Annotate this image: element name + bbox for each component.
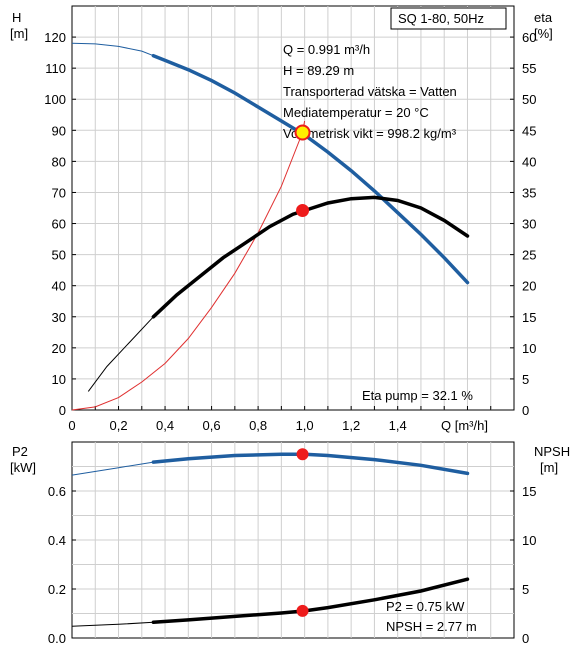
efficiency-point-marker: [296, 203, 310, 217]
p2-curve-thin: [71, 461, 154, 476]
npsh-tick-label: 0: [522, 631, 529, 646]
p2-axis-label: P2: [12, 444, 28, 459]
info-line: Transporterad vätska = Vatten: [283, 84, 457, 99]
npsh-tick-label: 15: [522, 484, 536, 499]
h-tick-label: 30: [52, 310, 66, 325]
h-tick-label: 90: [52, 123, 66, 138]
efficiency-curve-thin: [87, 316, 154, 392]
pump-label-box: [390, 7, 507, 30]
h-tick-label: 70: [52, 185, 66, 200]
h-tick-label: 110: [45, 61, 66, 76]
system-curve: [71, 120, 306, 411]
eta-tick-label: 60: [522, 30, 536, 45]
bottom-tick-labels: 0.0 0.2 0.4 0.6 0 5 10 15: [48, 484, 537, 646]
x-tick-label: 0,4: [156, 418, 174, 433]
p2-value-label: P2 = 0.75 kW: [386, 599, 465, 614]
eta-tick-label: 25: [522, 248, 536, 263]
h-tick-label: 20: [52, 341, 66, 356]
x-tick-label: 1,4: [389, 418, 407, 433]
npsh-value-label: NPSH = 2.77 m: [386, 619, 477, 634]
x-axis-label: Q [m³/h]: [441, 418, 488, 433]
eta-tick-label: 30: [522, 217, 536, 232]
p2-tick-label: 0.6: [48, 484, 66, 499]
eta-tick-label: 5: [522, 372, 529, 387]
npsh-tick-label: 10: [522, 533, 536, 548]
p2-axis-unit: [kW]: [10, 460, 36, 475]
info-line: Volymetrisk vikt = 998.2 kg/m³: [283, 126, 457, 141]
h-tick-label: 10: [52, 372, 66, 387]
info-line: Mediatemperatur = 20 °C: [283, 105, 429, 120]
h-axis-unit: [m]: [10, 26, 28, 41]
eta-tick-label: 0: [522, 403, 529, 418]
eta-tick-label: 40: [522, 154, 536, 169]
eta-tick-label: 10: [522, 341, 536, 356]
npsh-axis-unit: [m]: [540, 460, 558, 475]
top-plot-frame: [71, 5, 515, 411]
eta-tick-label: 35: [522, 185, 536, 200]
x-tick-label: 1,2: [342, 418, 360, 433]
x-tick-label: 0,8: [249, 418, 267, 433]
npsh-tick-label: 5: [522, 582, 529, 597]
info-line: H = 89.29 m: [283, 63, 354, 78]
eta-tick-label: 55: [522, 61, 536, 76]
h-tick-label: 60: [52, 217, 66, 232]
pump-label: SQ 1-80, 50Hz: [398, 11, 484, 26]
h-axis-label: H: [12, 10, 21, 25]
npsh-curve-thin: [71, 621, 154, 627]
info-block: Q = 0.991 m³/h H = 89.29 m Transporterad…: [283, 42, 457, 141]
x-tick-label: 0: [68, 418, 75, 433]
npsh-axis-label: NPSH: [534, 444, 570, 459]
eta-pump-label: Eta pump = 32.1 %: [362, 388, 473, 403]
bottom-markers: [296, 448, 309, 617]
top-markers: [294, 124, 311, 217]
x-tick-label: 1,0: [296, 418, 314, 433]
npsh-point-marker: [296, 604, 309, 617]
eta-tick-label: 45: [522, 123, 536, 138]
h-tick-label: 40: [52, 279, 66, 294]
h-tick-label: 100: [44, 92, 66, 107]
h-tick-label: 120: [44, 30, 66, 45]
top-tick-labels: 0 0,2 0,4 0,6 0,8 1,0 1,2 1,4010203040506070809…: [44, 30, 536, 433]
head-curve-thin: [71, 42, 154, 57]
h-tick-label: 50: [52, 248, 66, 263]
eta-tick-label: 15: [522, 310, 536, 325]
h-tick-label: 0: [59, 403, 66, 418]
eta-axis-label: eta: [534, 10, 553, 25]
x-tick-label: 0,6: [203, 418, 221, 433]
x-tick-label: 0,2: [109, 418, 127, 433]
p2-tick-label: 0.2: [48, 582, 66, 597]
p2-tick-label: 0.0: [48, 631, 66, 646]
h-tick-label: 80: [52, 154, 66, 169]
eta-tick-label: 20: [522, 279, 536, 294]
p2-tick-label: 0.4: [48, 533, 66, 548]
operating-point-marker: [294, 124, 311, 141]
eta-tick-label: 50: [522, 92, 536, 107]
eta-axis-unit: [%]: [534, 26, 553, 41]
p2-point-marker: [296, 448, 309, 461]
info-line: Q = 0.991 m³/h: [283, 42, 370, 57]
